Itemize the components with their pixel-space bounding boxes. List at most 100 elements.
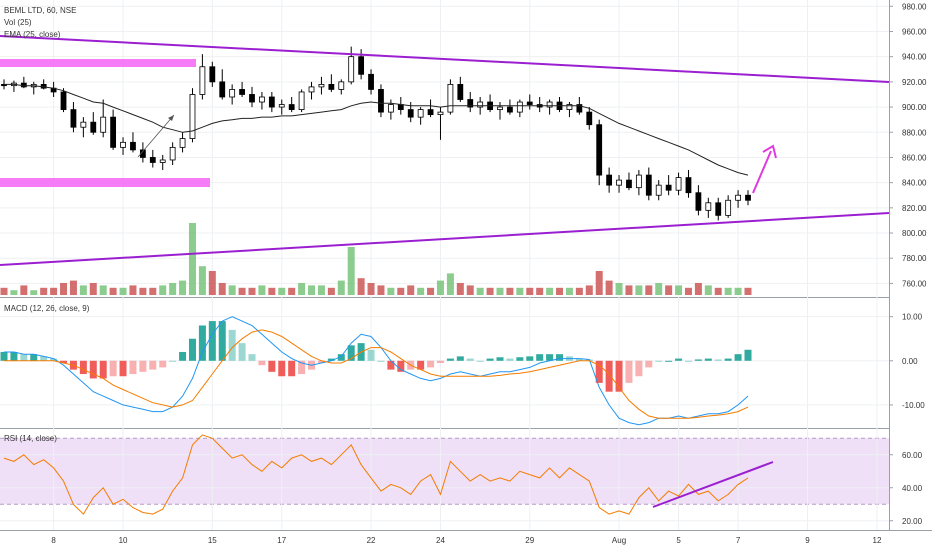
volume-bar <box>40 287 48 295</box>
rsi-divergence-trendline[interactable] <box>652 461 774 508</box>
price-scale-label: 800.00 <box>902 229 927 238</box>
price-scale-label: 960.00 <box>902 27 927 36</box>
time-scale-label: Aug <box>612 536 626 545</box>
price-scale-label: 760.00 <box>902 279 927 288</box>
volume-bar <box>704 285 712 295</box>
candle-body <box>298 91 305 110</box>
candle-body <box>655 184 662 196</box>
macd-histogram-bar <box>516 357 524 361</box>
macd-histogram-bar <box>0 351 8 361</box>
rsi-study-label[interactable]: RSI (14, close) <box>4 434 57 443</box>
macd-histogram-bar <box>625 360 633 383</box>
macd-histogram-bar <box>258 360 266 366</box>
candle-body <box>358 56 365 75</box>
macd-histogram-bar <box>20 354 28 361</box>
candle-body <box>308 86 315 93</box>
candle-body <box>179 138 186 148</box>
macd-histogram-bar <box>397 360 405 372</box>
candle-body <box>546 101 553 108</box>
macd-histogram-bar <box>208 321 216 361</box>
volume-bar <box>367 283 375 295</box>
volume-bars <box>0 223 752 295</box>
candle-body <box>437 111 444 116</box>
macd-histogram-bar <box>526 356 534 361</box>
volume-bar <box>734 287 742 295</box>
macd-histogram-bar <box>605 360 613 392</box>
volume-bar <box>585 285 593 295</box>
time-scale-label: 22 <box>367 536 376 545</box>
candle-body <box>735 194 741 201</box>
candle-body <box>169 146 176 161</box>
volume-bar <box>446 273 454 295</box>
volume-bar <box>655 283 663 295</box>
candle-body <box>576 104 583 113</box>
rsi-line <box>3 434 749 515</box>
projection-arrow-line[interactable] <box>752 150 772 194</box>
volume-bar <box>50 287 58 295</box>
macd-histogram-bar <box>288 360 296 377</box>
volume-bar <box>694 283 702 295</box>
candle-body <box>516 101 523 113</box>
candle-body <box>695 192 702 211</box>
macd-histogram-bar <box>278 360 286 377</box>
macd-histogram-bar <box>317 360 325 363</box>
time-scale-label: 10 <box>119 536 128 545</box>
candle-body <box>149 157 156 163</box>
volume-bar <box>506 287 514 295</box>
volume-bar <box>119 287 127 295</box>
volume-bar <box>109 287 117 295</box>
macd-histogram-bar <box>456 356 464 361</box>
macd-histogram-bar <box>129 360 137 375</box>
macd-histogram-bar <box>119 360 127 377</box>
macd-histogram-bar <box>198 325 206 361</box>
macd-study-label[interactable]: MACD (12, 26, close, 9) <box>4 304 90 313</box>
volume-bar <box>129 285 137 295</box>
candle-body <box>626 179 632 189</box>
time-scale-label: 7 <box>736 536 741 545</box>
candle-body <box>338 81 345 90</box>
candle-body <box>60 91 67 110</box>
volume-bar <box>0 287 8 295</box>
macd-histogram-bar <box>466 358 474 361</box>
volume-bar <box>744 287 752 295</box>
macd-histogram-bar <box>476 360 484 362</box>
macd-histogram-bar <box>446 358 454 361</box>
candle-body <box>645 174 652 196</box>
volume-bar <box>188 223 196 295</box>
volume-bar <box>347 247 355 295</box>
macd-histogram-bar <box>268 360 276 372</box>
volume-bar <box>248 287 256 295</box>
upper-trendline[interactable] <box>0 35 890 83</box>
volume-bar <box>149 287 157 295</box>
macd-histogram-bar <box>50 358 58 361</box>
volume-bar <box>595 271 603 295</box>
volume-bar <box>60 283 68 295</box>
macd-histogram-bar <box>704 358 712 361</box>
projection-arrow-head <box>762 144 777 159</box>
macd-histogram-bar <box>575 358 583 361</box>
time-scale-labels: 8101517222429Aug5791214 <box>51 536 882 545</box>
candle-body <box>635 174 642 189</box>
volume-bar <box>218 283 226 295</box>
macd-histogram-bar <box>188 338 196 361</box>
candle-body <box>110 116 117 148</box>
lower-trendline[interactable] <box>0 212 890 266</box>
candle-body <box>219 81 226 98</box>
candle-body <box>526 101 533 105</box>
volume-bar <box>605 280 613 295</box>
macd-histogram-bar <box>734 354 742 361</box>
ema-study-label[interactable]: EMA (25, close) <box>4 30 61 39</box>
candle-body <box>705 202 712 211</box>
price-scale-label: 900.00 <box>902 103 927 112</box>
volume-study-label[interactable]: Vol (25) <box>4 18 32 27</box>
candle-body <box>675 177 682 191</box>
candle-body <box>447 83 454 113</box>
macd-histogram-bar <box>417 360 425 370</box>
macd-histogram-bar <box>615 360 623 392</box>
candle-body <box>199 66 206 95</box>
price-scale-label: 40.00 <box>902 484 923 493</box>
macd-histogram-bar <box>744 349 752 361</box>
macd-histogram-bar <box>387 360 395 370</box>
macd-histogram-bar <box>60 360 68 363</box>
